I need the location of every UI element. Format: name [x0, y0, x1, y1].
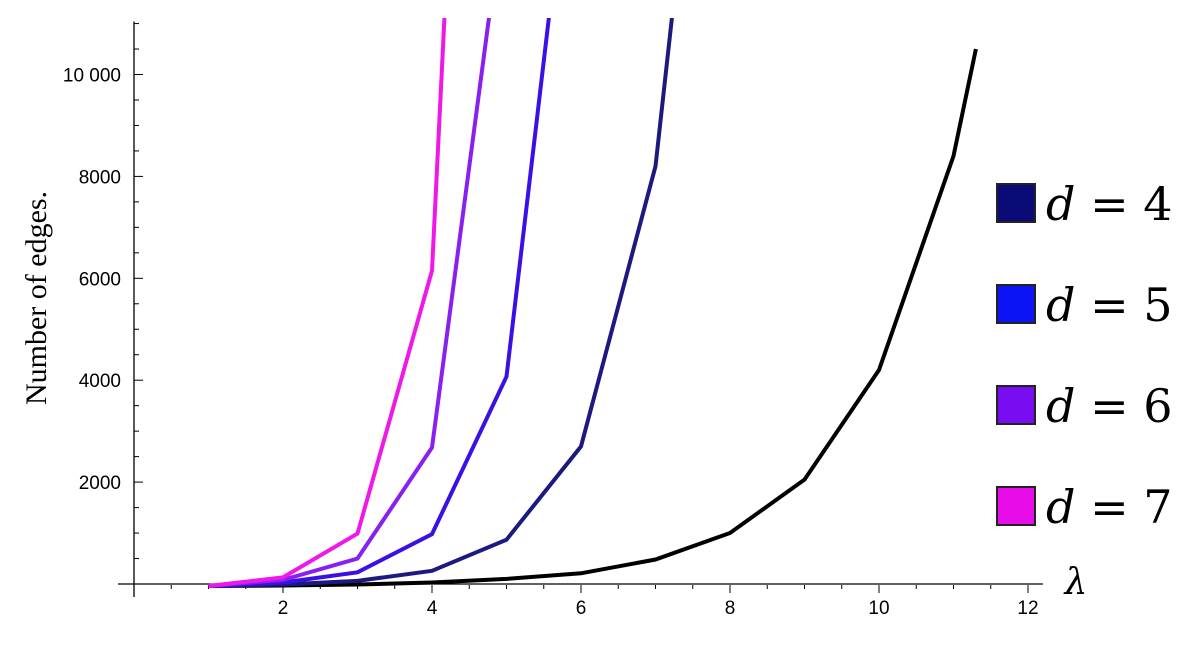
x-tick-label: 4 — [427, 598, 438, 619]
x-axis-label: λ — [1063, 562, 1088, 603]
series-group — [208, 18, 978, 588]
legend: d = 4 d = 5 d = 6 d = 7 — [996, 177, 1173, 534]
y-tick-label: 8000 — [79, 167, 121, 188]
legend-swatch — [996, 486, 1036, 526]
series-line — [208, 18, 447, 588]
legend-label: d = 6 — [1046, 379, 1173, 433]
y-tick-label: 10 000 — [63, 66, 121, 87]
y-axis-label: Number of edges. — [20, 191, 53, 405]
x-tick-label: 2 — [278, 598, 289, 619]
legend-swatch — [996, 183, 1036, 223]
y-tick-label: 6000 — [79, 269, 121, 290]
y-tick-label: 2000 — [79, 473, 121, 494]
x-tick-label: 10 — [868, 598, 889, 619]
series-line — [208, 18, 674, 588]
x-tick-label: 12 — [1017, 598, 1038, 619]
legend-label: d = 5 — [1046, 278, 1173, 332]
x-tick-label: 8 — [725, 598, 736, 619]
legend-label: d = 4 — [1046, 177, 1173, 231]
x-tick-label: 6 — [576, 598, 587, 619]
series-line — [208, 48, 978, 588]
series-line — [208, 18, 551, 588]
legend-swatch — [996, 284, 1036, 324]
y-tick-label: 4000 — [79, 371, 121, 392]
legend-label: d = 7 — [1046, 480, 1173, 534]
legend-swatch — [996, 385, 1036, 425]
